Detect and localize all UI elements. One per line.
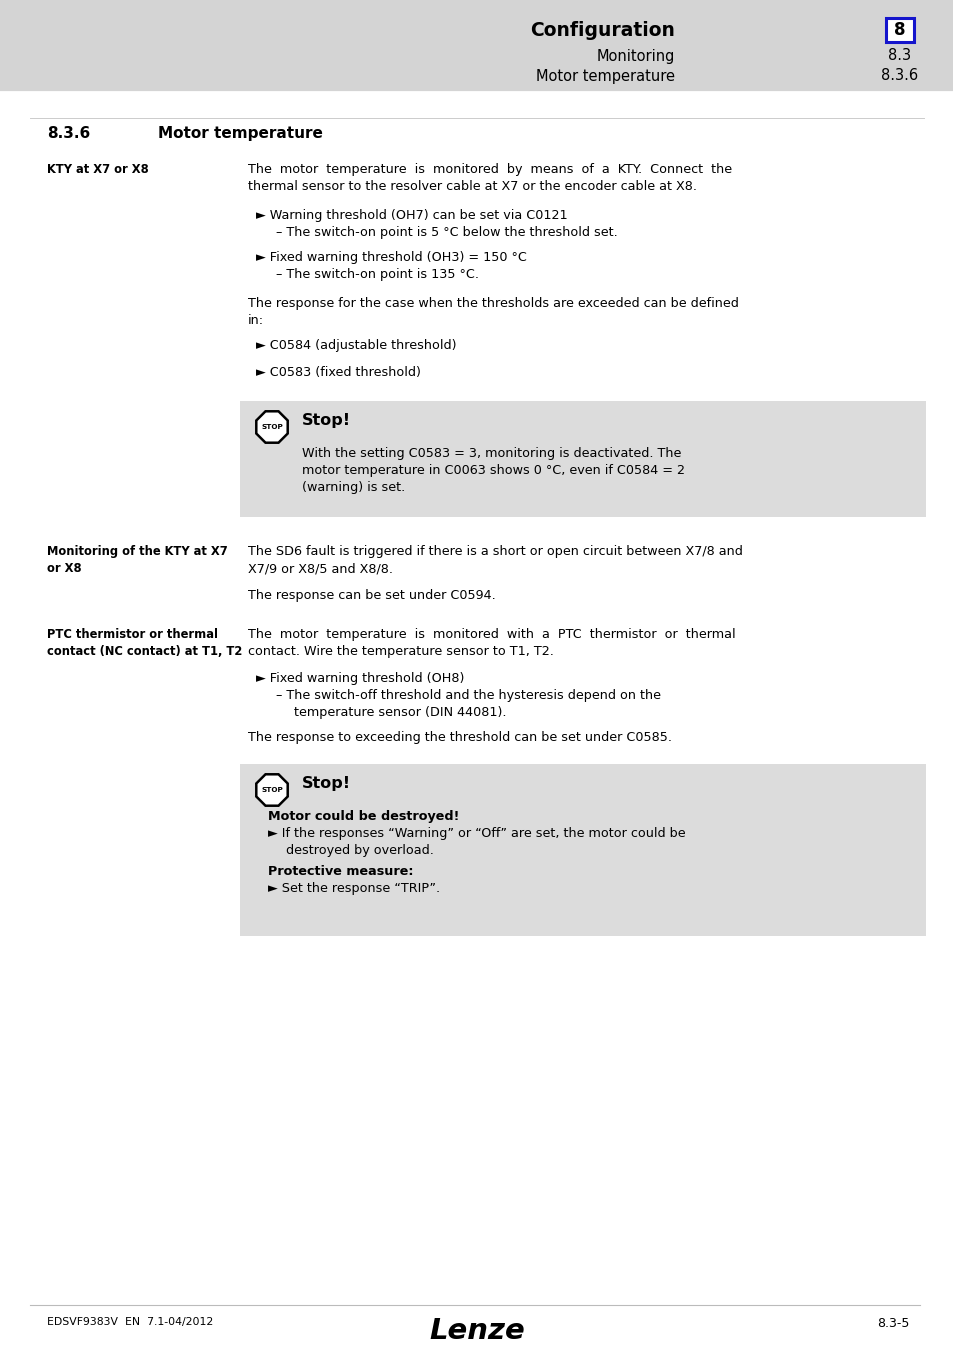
FancyBboxPatch shape (885, 18, 913, 42)
Text: STOP: STOP (261, 424, 283, 431)
Text: or X8: or X8 (47, 562, 82, 575)
Text: Stop!: Stop! (302, 776, 351, 791)
Text: 8: 8 (893, 22, 904, 39)
Text: Lenze: Lenze (429, 1318, 524, 1345)
Text: 8.3-5: 8.3-5 (877, 1318, 909, 1330)
FancyBboxPatch shape (0, 0, 953, 92)
Text: STOP: STOP (261, 787, 283, 792)
Text: The response can be set under C0594.: The response can be set under C0594. (248, 589, 496, 602)
Text: Monitoring: Monitoring (596, 49, 675, 63)
Text: ► C0583 (fixed threshold): ► C0583 (fixed threshold) (255, 366, 420, 379)
FancyBboxPatch shape (240, 764, 925, 936)
Text: EDSVF9383V  EN  7.1-04/2012: EDSVF9383V EN 7.1-04/2012 (47, 1318, 213, 1327)
Text: destroyed by overload.: destroyed by overload. (286, 844, 434, 857)
Text: Configuration: Configuration (530, 20, 675, 39)
Text: thermal sensor to the resolver cable at X7 or the encoder cable at X8.: thermal sensor to the resolver cable at … (248, 180, 697, 193)
Text: Monitoring of the KTY at X7: Monitoring of the KTY at X7 (47, 545, 228, 558)
Text: 8.3.6: 8.3.6 (47, 126, 91, 140)
Text: ► Warning threshold (OH7) can be set via C0121: ► Warning threshold (OH7) can be set via… (255, 209, 567, 221)
Text: Motor temperature: Motor temperature (536, 69, 675, 84)
Text: 8.3.6: 8.3.6 (881, 69, 918, 84)
Text: motor temperature in C0063 shows 0 °C, even if C0584 = 2: motor temperature in C0063 shows 0 °C, e… (302, 464, 684, 477)
Text: in:: in: (248, 315, 264, 327)
Text: Motor could be destroyed!: Motor could be destroyed! (268, 810, 459, 824)
Text: PTC thermistor or thermal: PTC thermistor or thermal (47, 628, 218, 641)
Text: The response for the case when the thresholds are exceeded can be defined: The response for the case when the thres… (248, 297, 739, 310)
Polygon shape (256, 412, 288, 443)
Text: ► C0584 (adjustable threshold): ► C0584 (adjustable threshold) (255, 339, 456, 352)
Text: contact. Wire the temperature sensor to T1, T2.: contact. Wire the temperature sensor to … (248, 645, 554, 657)
Text: X7/9 or X8/5 and X8/8.: X7/9 or X8/5 and X8/8. (248, 562, 393, 575)
Text: KTY at X7 or X8: KTY at X7 or X8 (47, 163, 149, 176)
Text: With the setting C0583 = 3, monitoring is deactivated. The: With the setting C0583 = 3, monitoring i… (302, 447, 680, 460)
Text: – The switch-on point is 5 °C below the threshold set.: – The switch-on point is 5 °C below the … (275, 225, 618, 239)
Text: ► Fixed warning threshold (OH3) = 150 °C: ► Fixed warning threshold (OH3) = 150 °C (255, 251, 526, 265)
Text: (warning) is set.: (warning) is set. (302, 481, 405, 494)
Text: The SD6 fault is triggered if there is a short or open circuit between X7/8 and: The SD6 fault is triggered if there is a… (248, 545, 742, 558)
Polygon shape (256, 775, 288, 806)
Text: ► Set the response “TRIP”.: ► Set the response “TRIP”. (268, 882, 439, 895)
FancyBboxPatch shape (240, 401, 925, 517)
Text: Protective measure:: Protective measure: (268, 865, 413, 878)
Text: – The switch-off threshold and the hysteresis depend on the: – The switch-off threshold and the hyste… (275, 688, 660, 702)
Text: – The switch-on point is 135 °C.: – The switch-on point is 135 °C. (275, 269, 478, 281)
Text: The  motor  temperature  is  monitored  with  a  PTC  thermistor  or  thermal: The motor temperature is monitored with … (248, 628, 735, 641)
Text: Motor temperature: Motor temperature (158, 126, 322, 140)
Text: Stop!: Stop! (302, 413, 351, 428)
Text: ► If the responses “Warning” or “Off” are set, the motor could be: ► If the responses “Warning” or “Off” ar… (268, 828, 685, 840)
Text: The response to exceeding the threshold can be set under C0585.: The response to exceeding the threshold … (248, 730, 671, 744)
Text: The  motor  temperature  is  monitored  by  means  of  a  KTY.  Connect  the: The motor temperature is monitored by me… (248, 163, 731, 176)
Text: 8.3: 8.3 (887, 49, 911, 63)
Text: contact (NC contact) at T1, T2: contact (NC contact) at T1, T2 (47, 645, 242, 657)
Text: temperature sensor (DIN 44081).: temperature sensor (DIN 44081). (294, 706, 506, 720)
Text: ► Fixed warning threshold (OH8): ► Fixed warning threshold (OH8) (255, 672, 464, 684)
